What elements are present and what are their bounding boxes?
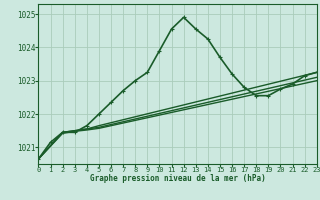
X-axis label: Graphe pression niveau de la mer (hPa): Graphe pression niveau de la mer (hPa) — [90, 174, 266, 183]
